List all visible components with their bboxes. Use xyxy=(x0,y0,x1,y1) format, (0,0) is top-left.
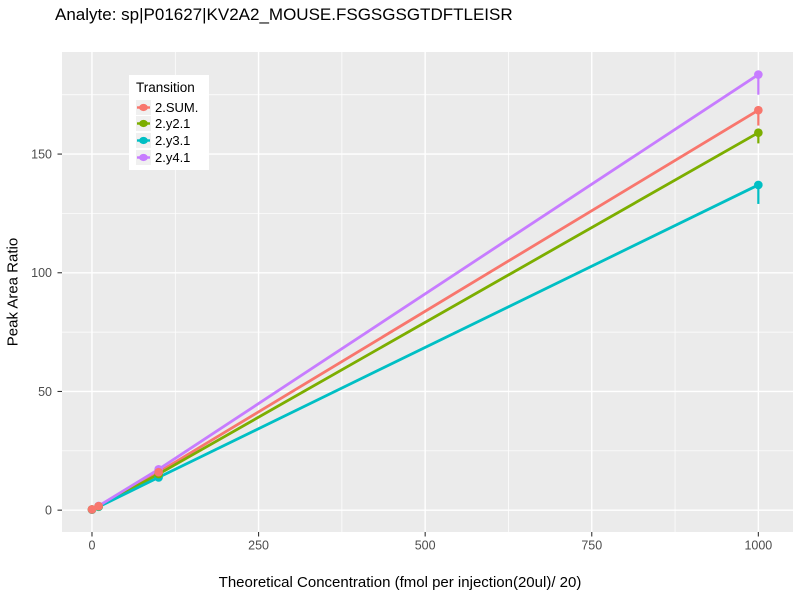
legend-item: 2.y3.1 xyxy=(136,132,205,149)
legend: Transition 2.SUM. 2.y2.1 2.y3.1 xyxy=(129,75,209,171)
x-tick-label: 250 xyxy=(248,539,269,553)
legend-item: 2.SUM. xyxy=(136,99,205,116)
y-tick-label: 50 xyxy=(38,385,52,399)
x-axis-title: Theoretical Concentration (fmol per inje… xyxy=(218,574,582,591)
x-tick-label: 0 xyxy=(89,539,96,553)
legend-key-icon xyxy=(136,99,151,115)
data-point-2.SUM. xyxy=(154,467,163,477)
legend-item: 2.y4.1 xyxy=(136,149,205,166)
data-point-2.y4.1 xyxy=(754,70,763,79)
y-tick-label: 150 xyxy=(31,147,52,161)
legend-title: Transition xyxy=(136,80,195,95)
legend-item-label: 2.y4.1 xyxy=(155,149,191,165)
x-tick-label: 500 xyxy=(415,539,436,553)
chart-title: Analyte: sp|P01627|KV2A2_MOUSE.FSGSGSGTD… xyxy=(55,5,513,24)
y-axis-title: Peak Area Ratio xyxy=(4,237,22,347)
legend-key-icon xyxy=(136,132,151,148)
legend-item-label: 2.y3.1 xyxy=(155,132,191,148)
y-tick-label: 100 xyxy=(31,266,52,280)
legend-item-label: 2.SUM. xyxy=(155,99,199,115)
data-point-2.SUM. xyxy=(754,105,763,115)
legend-key-icon xyxy=(136,116,151,132)
data-point-2.y2.1 xyxy=(754,128,763,138)
legend-item: 2.y2.1 xyxy=(136,116,205,133)
x-tick-label: 750 xyxy=(581,539,602,553)
data-point-2.SUM. xyxy=(87,505,97,514)
x-tick-label: 1000 xyxy=(744,539,772,553)
data-point-2.y3.1 xyxy=(754,180,763,190)
y-tick-label: 0 xyxy=(45,503,52,517)
legend-item-label: 2.y2.1 xyxy=(155,116,191,132)
data-point-2.SUM. xyxy=(94,501,103,511)
legend-key-icon xyxy=(136,149,151,165)
